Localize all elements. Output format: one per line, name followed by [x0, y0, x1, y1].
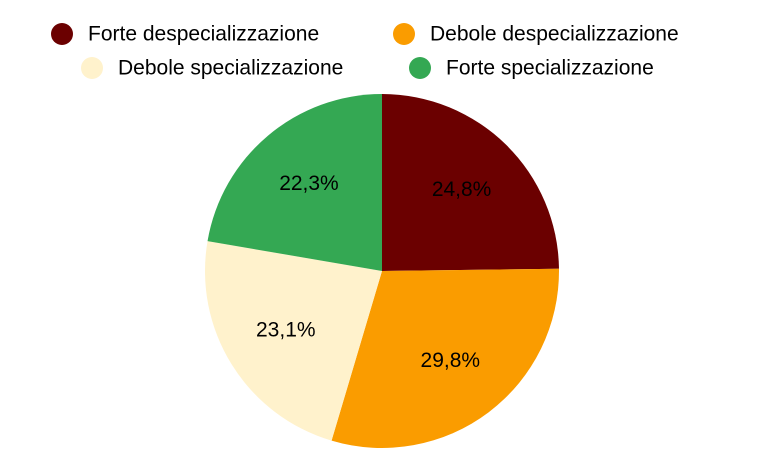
legend-swatch: [81, 57, 103, 79]
slice-label: 23,1%: [256, 318, 316, 341]
legend-label: Debole despecializzazione: [430, 23, 679, 46]
legend-swatch: [51, 23, 73, 45]
pie-slice: [207, 93, 382, 271]
legend-label: Debole specializzazione: [118, 57, 343, 80]
slice-label: 29,8%: [421, 349, 481, 372]
legend-swatch: [393, 23, 415, 45]
slice-label: 24,8%: [432, 178, 492, 201]
legend-label: Forte specializzazione: [446, 57, 654, 80]
pie-slice: [331, 268, 559, 448]
pie-slice: [382, 94, 559, 271]
legend-swatch: [409, 57, 431, 79]
legend-label: Forte despecializzazione: [88, 23, 319, 46]
slice-label: 22,3%: [279, 172, 339, 195]
pie-slice: [205, 241, 382, 441]
